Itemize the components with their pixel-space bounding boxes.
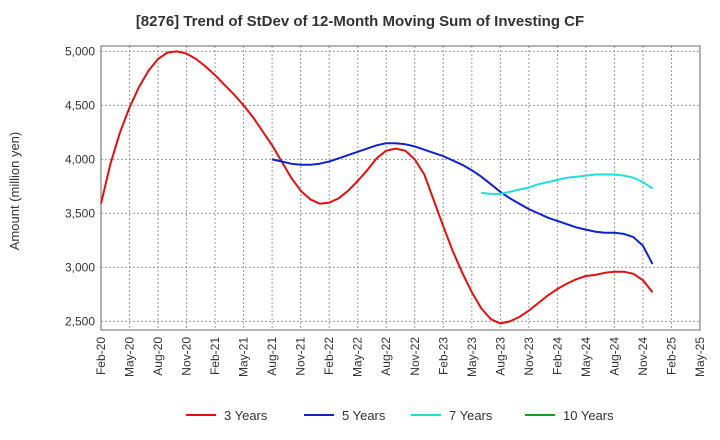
x-tick-label: Feb-24 — [550, 337, 564, 375]
x-tick-label: Feb-22 — [322, 337, 336, 375]
y-tick-label: 3,000 — [65, 260, 95, 274]
x-tick-label: Aug-21 — [265, 337, 279, 376]
x-tick-label: Feb-25 — [664, 337, 678, 375]
x-tick-label: May-22 — [351, 337, 365, 377]
series-line — [481, 173, 654, 195]
series-line — [100, 50, 654, 325]
x-tick-label: Feb-20 — [94, 337, 108, 375]
chart-title: [8276] Trend of StDev of 12-Month Moving… — [136, 13, 584, 30]
grid — [100, 46, 701, 330]
y-tick-label: 3,500 — [65, 206, 95, 220]
x-tick-label: May-25 — [693, 337, 707, 377]
legend: 3 Years 5 Years 7 Years 10 Years — [186, 408, 614, 423]
x-tick-label: May-24 — [579, 337, 593, 377]
x-tick-label: May-23 — [465, 337, 479, 377]
x-tick-label: Aug-24 — [607, 337, 621, 376]
x-tick-label: Aug-23 — [493, 337, 507, 376]
legend-label: 3 Years — [224, 408, 268, 423]
y-tick-label: 2,500 — [65, 314, 95, 328]
x-tick-label: Nov-21 — [294, 337, 308, 376]
y-tick-label: 4,000 — [65, 152, 95, 166]
x-tick-label: Nov-24 — [636, 337, 650, 376]
y-tick-label: 5,000 — [65, 44, 95, 58]
y-axis-label: Amount (million yen) — [7, 132, 22, 251]
legend-label: 10 Years — [563, 408, 614, 423]
x-tick-label: Nov-22 — [408, 337, 422, 376]
x-tick-label: Aug-20 — [151, 337, 165, 376]
legend-label: 7 Years — [449, 408, 493, 423]
x-tick-label: Nov-23 — [522, 337, 536, 376]
x-tick-label: May-21 — [237, 337, 251, 377]
series-line — [271, 142, 654, 265]
legend-label: 5 Years — [342, 408, 386, 423]
axes: Feb-20 May-20 Aug-20 Nov-20 Feb-21 May-21 Aug-… — [65, 44, 707, 377]
series-lines — [100, 50, 654, 325]
x-tick-label: Aug-22 — [379, 337, 393, 376]
x-tick-label: Feb-21 — [208, 337, 222, 375]
x-tick-label: Feb-23 — [436, 337, 450, 375]
y-tick-label: 4,500 — [65, 98, 95, 112]
plot-frame — [100, 45, 701, 331]
x-tick-label: Nov-20 — [180, 337, 194, 376]
x-tick-label: May-20 — [123, 337, 137, 377]
